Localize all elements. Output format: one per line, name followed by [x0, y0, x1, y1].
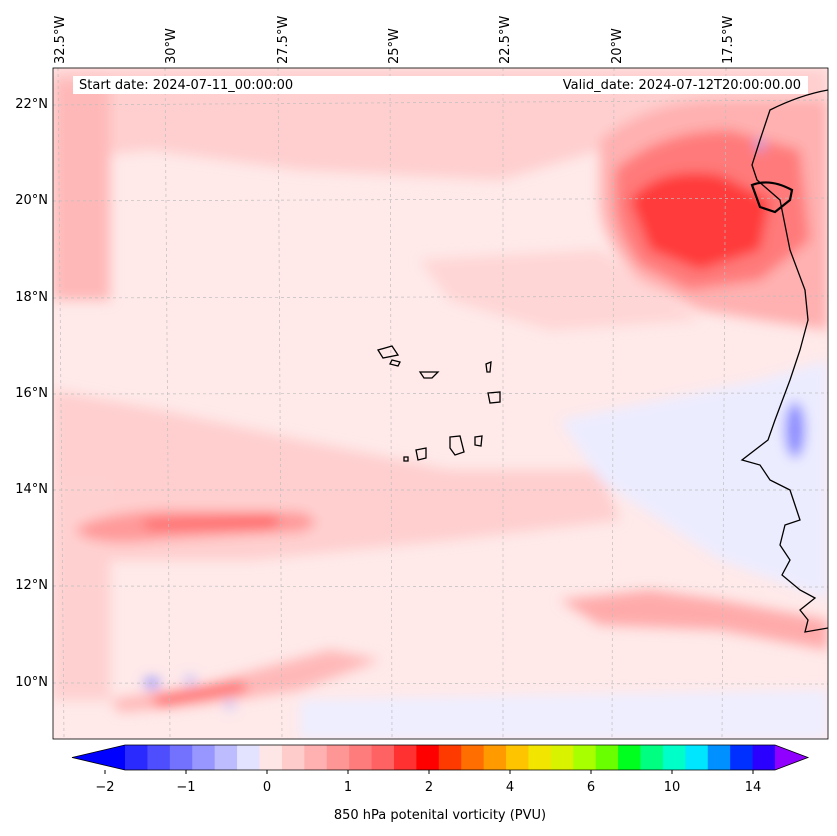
colorbar-title: 850 hPa potenital vorticity (PVU) [333, 808, 547, 823]
colorbar-segment [730, 745, 754, 770]
colorbar-tick-label: 1 [343, 780, 353, 795]
map-frame [52, 67, 829, 740]
lat-label: 22°N [15, 97, 48, 112]
colorbar-tick-label: 10 [663, 780, 681, 795]
colorbar-tick-label: −1 [176, 780, 196, 795]
colorbar-segment [349, 745, 373, 770]
graticule [53, 68, 828, 739]
colorbar-segment [550, 745, 574, 770]
info-bar [73, 76, 808, 94]
colorbar-segment [147, 745, 171, 770]
lon-label: 25°W [387, 28, 402, 64]
lat-label: 10°N [15, 675, 48, 690]
start-date-label: Start date: 2024-07-11_00:00:00 [79, 78, 294, 93]
colorbar-segment [416, 745, 440, 770]
colorbar-segment [326, 745, 350, 770]
colorbar-segment [169, 745, 193, 770]
colorbar-segment [573, 745, 597, 770]
colorbar-segment [752, 745, 776, 770]
colorbar-segment [685, 745, 709, 770]
colorbar-segment [393, 745, 417, 770]
lon-label: 27.5°W [276, 15, 291, 64]
colorbar-tick-label: 4 [505, 780, 515, 795]
colorbar-segment [595, 745, 619, 770]
colorbar-segment [371, 745, 395, 770]
lon-label: 17.5°W [721, 15, 736, 64]
colorbar-segment [461, 745, 485, 770]
colorbar-segment [438, 745, 462, 770]
lat-label: 16°N [15, 386, 48, 401]
colorbar-segment [192, 745, 216, 770]
colorbar-segment [483, 745, 507, 770]
lat-label: 20°N [15, 193, 48, 208]
valid-date-label: Valid_date: 2024-07-12T20:00:00.00 [562, 78, 801, 93]
lat-label: 18°N [15, 290, 48, 305]
colorbar-segment [506, 745, 529, 770]
lat-label: 12°N [15, 578, 48, 593]
colorbar-segment [304, 745, 328, 770]
colorbar-segment [259, 745, 283, 770]
colorbar-segment [662, 745, 686, 770]
lon-label: 22.5°W [498, 15, 513, 64]
lon-label: 20°W [610, 28, 625, 64]
colorbar [71, 744, 810, 774]
coastline [376, 89, 828, 633]
colorbar-tick-label: −2 [95, 780, 115, 795]
lon-label: 30°W [164, 28, 179, 64]
colorbar-tick-label: 0 [262, 780, 272, 795]
colorbar-segment [125, 745, 148, 770]
colorbar-tick-label: 2 [424, 780, 434, 795]
colorbar-tick-label: 14 [744, 780, 762, 795]
colorbar-arrow-low [72, 745, 125, 770]
colorbar-segment [707, 745, 731, 770]
colorbar-arrow-high [775, 745, 808, 770]
colorbar-outline [71, 744, 810, 771]
pv-field [53, 68, 828, 739]
colorbar-segment [618, 745, 642, 770]
colorbar-segment [281, 745, 305, 770]
colorbar-segment [528, 745, 552, 770]
colorbar-segment [214, 745, 238, 770]
lon-label: 32.5°W [53, 15, 68, 64]
colorbar-segment [237, 745, 260, 770]
colorbar-segment [640, 745, 664, 770]
colorbar-tick-label: 6 [586, 780, 596, 795]
lat-label: 14°N [15, 482, 48, 497]
